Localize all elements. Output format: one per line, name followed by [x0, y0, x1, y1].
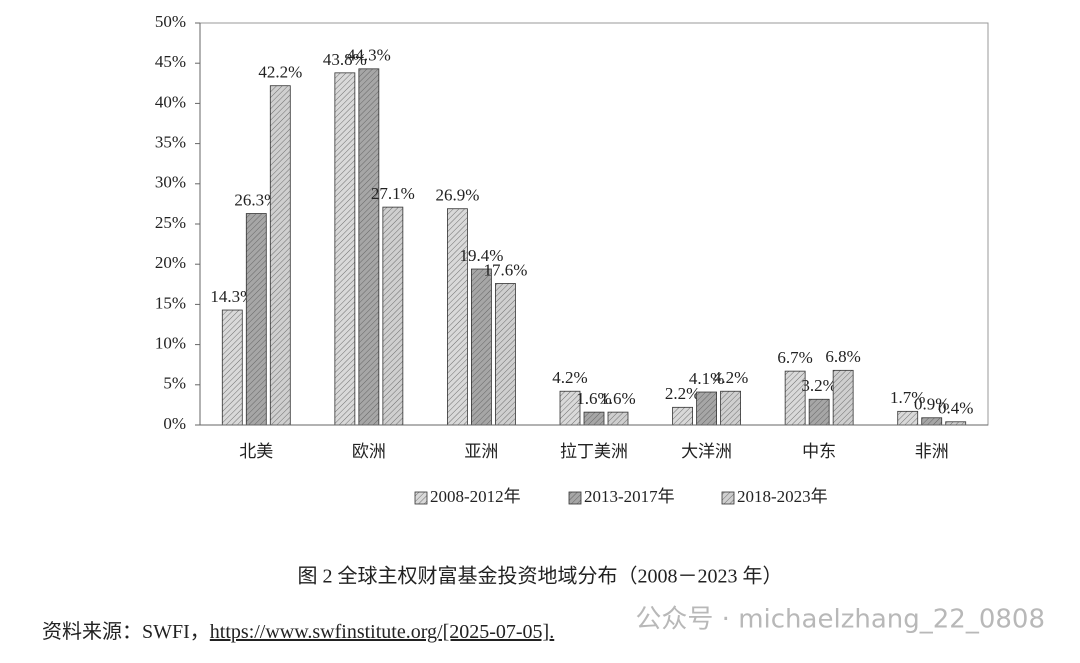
x-tick-label: 中东	[802, 442, 836, 461]
source-label: 资料来源：SWFI，	[42, 620, 210, 643]
data-label: 2.2%	[665, 384, 700, 403]
y-tick-label: 45%	[155, 52, 186, 71]
plot-frame	[199, 22, 989, 426]
legend-label: 2008-2012年	[430, 487, 521, 506]
x-tick-label: 北美	[239, 442, 273, 461]
bar	[607, 411, 629, 426]
y-tick-label: 40%	[155, 92, 186, 111]
data-label: 26.3%	[234, 190, 278, 209]
legend-label: 2018-2023年	[737, 487, 828, 506]
source-url: https://www.swfinstitute.org/[2025-07-05…	[210, 621, 554, 643]
y-tick-label: 10%	[155, 334, 186, 353]
y-tick-label: 25%	[155, 213, 186, 232]
bar	[245, 213, 267, 426]
y-tick-label: 30%	[155, 173, 186, 192]
bar	[471, 268, 492, 426]
bar	[221, 309, 243, 426]
data-label: 6.7%	[777, 348, 812, 367]
data-label: 26.9%	[435, 186, 479, 205]
data-label: 6.8%	[825, 347, 860, 366]
x-tick-label: 拉丁美洲	[560, 442, 628, 461]
data-label: 27.1%	[371, 184, 415, 203]
bar	[832, 369, 854, 426]
bar	[808, 398, 830, 426]
x-tick-label: 非洲	[915, 442, 949, 461]
watermark: 公众号 · michaelzhang_22_0808	[635, 605, 1045, 635]
x-tick-label: 欧洲	[352, 442, 386, 461]
data-label: 1.6%	[600, 389, 635, 408]
bar	[334, 72, 356, 426]
data-label: 4.2%	[713, 368, 748, 387]
bar	[358, 68, 380, 426]
data-label: 17.6%	[483, 260, 527, 279]
bar	[269, 85, 291, 426]
data-label: 19.4%	[459, 246, 503, 265]
bar	[447, 208, 468, 426]
y-tick-label: 5%	[163, 374, 186, 393]
y-tick-label: 20%	[155, 253, 186, 272]
y-tick-label: 0%	[163, 414, 186, 433]
bar	[921, 417, 943, 426]
data-label: 0.9%	[914, 395, 949, 414]
data-label: 43.8%	[323, 50, 367, 69]
bar	[495, 283, 516, 426]
data-label: 1.7%	[890, 388, 925, 407]
data-label: 0.4%	[938, 399, 973, 418]
data-label: 14.3%	[210, 287, 254, 306]
bar	[696, 391, 717, 426]
legend-swatch	[568, 491, 582, 505]
data-label: 42.2%	[258, 63, 302, 82]
data-label: 3.2%	[801, 376, 836, 395]
bar	[382, 206, 404, 426]
bar	[583, 411, 605, 426]
legend-swatch	[414, 491, 428, 505]
y-tick-label: 50%	[155, 12, 186, 31]
x-tick-label: 亚洲	[464, 442, 498, 461]
caption: 图 2 全球主权财富基金投资地域分布（2008－2023 年）	[298, 565, 783, 588]
bar	[672, 406, 693, 426]
legend-swatch	[721, 491, 735, 505]
data-label: 4.1%	[689, 369, 724, 388]
data-label: 4.2%	[552, 368, 587, 387]
data-label: 1.6%	[576, 389, 611, 408]
bar	[720, 390, 741, 426]
x-tick-label: 大洋洲	[681, 442, 732, 461]
legend-label: 2013-2017年	[584, 487, 675, 506]
y-tick-label: 35%	[155, 133, 186, 152]
data-label: 44.3%	[347, 46, 391, 65]
source: 资料来源：SWFI，https://www.swfinstitute.org/[…	[42, 620, 554, 643]
y-tick-label: 15%	[155, 293, 186, 312]
